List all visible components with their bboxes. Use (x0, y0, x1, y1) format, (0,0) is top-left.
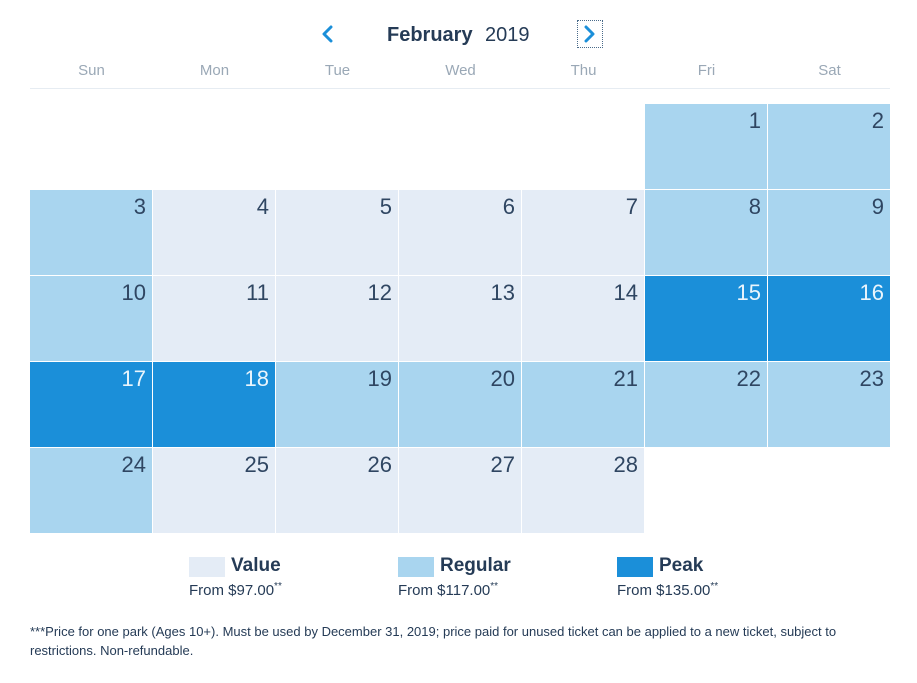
calendar-day-7[interactable]: 7 (522, 190, 644, 275)
price-legend: Value From $97.00** Regular From $117.00… (0, 555, 917, 605)
legend-name: Regular (440, 555, 511, 576)
chevron-right-icon (584, 25, 595, 43)
calendar-day-10[interactable]: 10 (30, 276, 152, 361)
price-footnote: ***Price for one park (Ages 10+). Must b… (30, 624, 837, 658)
legend-swatch (617, 557, 653, 577)
calendar-day-4[interactable]: 4 (153, 190, 275, 275)
calendar-day-12[interactable]: 12 (276, 276, 398, 361)
year-label: 2019 (485, 24, 530, 46)
calendar-day-18[interactable]: 18 (153, 362, 275, 447)
weekday-fri: Fri (697, 62, 716, 79)
legend-price: From $135.00** (617, 581, 719, 599)
calendar-day-23[interactable]: 23 (768, 362, 890, 447)
calendar-day-24[interactable]: 24 (30, 448, 152, 533)
calendar-day-25[interactable]: 25 (153, 448, 275, 533)
previous-month-button[interactable] (314, 20, 340, 48)
chevron-left-icon (322, 25, 333, 43)
calendar-day-8[interactable]: 8 (645, 190, 767, 275)
calendar-day-19[interactable]: 19 (276, 362, 398, 447)
calendar-day-22[interactable]: 22 (645, 362, 767, 447)
calendar-day-14[interactable]: 14 (522, 276, 644, 361)
calendar-day-5[interactable]: 5 (276, 190, 398, 275)
calendar-day-9[interactable]: 9 (768, 190, 890, 275)
weekday-wed: Wed (445, 62, 476, 79)
calendar-day-27[interactable]: 27 (399, 448, 521, 533)
weekday-sun: Sun (78, 62, 105, 79)
weekday-sat: Sat (818, 62, 841, 79)
legend-name: Value (231, 555, 281, 576)
legend-swatch (189, 557, 225, 577)
calendar-header: February 2019 (0, 18, 917, 52)
legend-price: From $117.00** (398, 581, 499, 599)
calendar-day-3[interactable]: 3 (30, 190, 152, 275)
legend-swatch (398, 557, 434, 577)
calendar-day-16[interactable]: 16 (768, 276, 890, 361)
weekday-thu: Thu (570, 62, 597, 79)
weekday-tue: Tue (324, 62, 351, 79)
calendar-day-21[interactable]: 21 (522, 362, 644, 447)
calendar-day-13[interactable]: 13 (399, 276, 521, 361)
legend-price: From $97.00** (189, 581, 282, 599)
calendar-grid: 1 2 3 4 5 6 7 8 9 10 11 12 13 14 15 16 17 18 19 20 21 22 23 24 2… (30, 104, 890, 534)
calendar-day-2[interactable]: 2 (768, 104, 890, 189)
legend-name: Peak (659, 555, 704, 576)
calendar-day-26[interactable]: 26 (276, 448, 398, 533)
calendar-day-6[interactable]: 6 (399, 190, 521, 275)
calendar-day-28[interactable]: 28 (522, 448, 644, 533)
calendar-day-15[interactable]: 15 (645, 276, 767, 361)
calendar-day-11[interactable]: 11 (153, 276, 275, 361)
calendar-day-17[interactable]: 17 (30, 362, 152, 447)
weekday-header-row: Sun Mon Tue Wed Thu Fri Sat (30, 60, 890, 89)
next-month-button[interactable] (577, 20, 603, 48)
weekday-mon: Mon (199, 62, 230, 79)
month-label: February (387, 24, 473, 46)
calendar-day-1[interactable]: 1 (645, 104, 767, 189)
calendar-day-20[interactable]: 20 (399, 362, 521, 447)
